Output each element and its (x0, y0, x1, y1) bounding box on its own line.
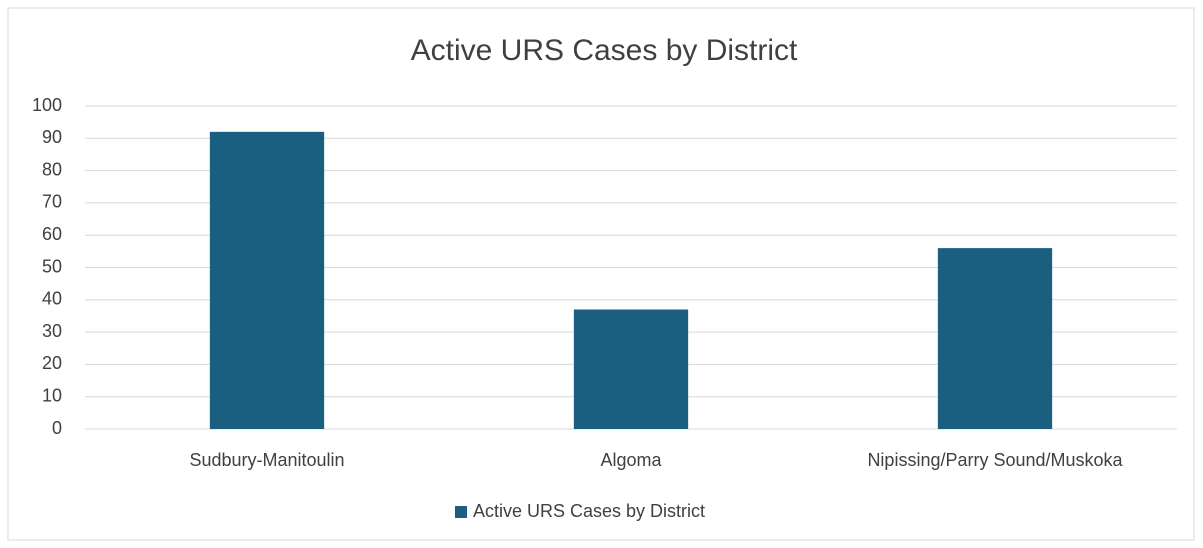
y-tick-label: 100 (32, 95, 62, 115)
y-tick-label: 90 (42, 127, 62, 147)
y-tick-label: 0 (52, 418, 62, 438)
bar (573, 309, 689, 429)
y-tick-label: 20 (42, 353, 62, 373)
y-tick-label: 30 (42, 321, 62, 341)
legend-label: Active URS Cases by District (473, 501, 705, 521)
y-tick-label: 10 (42, 385, 62, 405)
y-tick-label: 70 (42, 192, 62, 212)
y-tick-label: 40 (42, 289, 62, 309)
chart-title: Active URS Cases by District (411, 34, 798, 67)
y-tick-label: 80 (42, 159, 62, 179)
y-tick-label: 60 (42, 224, 62, 244)
x-tick-label: Algoma (600, 450, 662, 470)
legend-swatch (455, 506, 467, 518)
x-tick-label: Sudbury-Manitoulin (189, 450, 344, 470)
y-tick-label: 50 (42, 256, 62, 276)
bar (937, 248, 1053, 429)
bar (209, 131, 325, 429)
x-tick-label: Nipissing/Parry Sound/Muskoka (867, 450, 1123, 470)
